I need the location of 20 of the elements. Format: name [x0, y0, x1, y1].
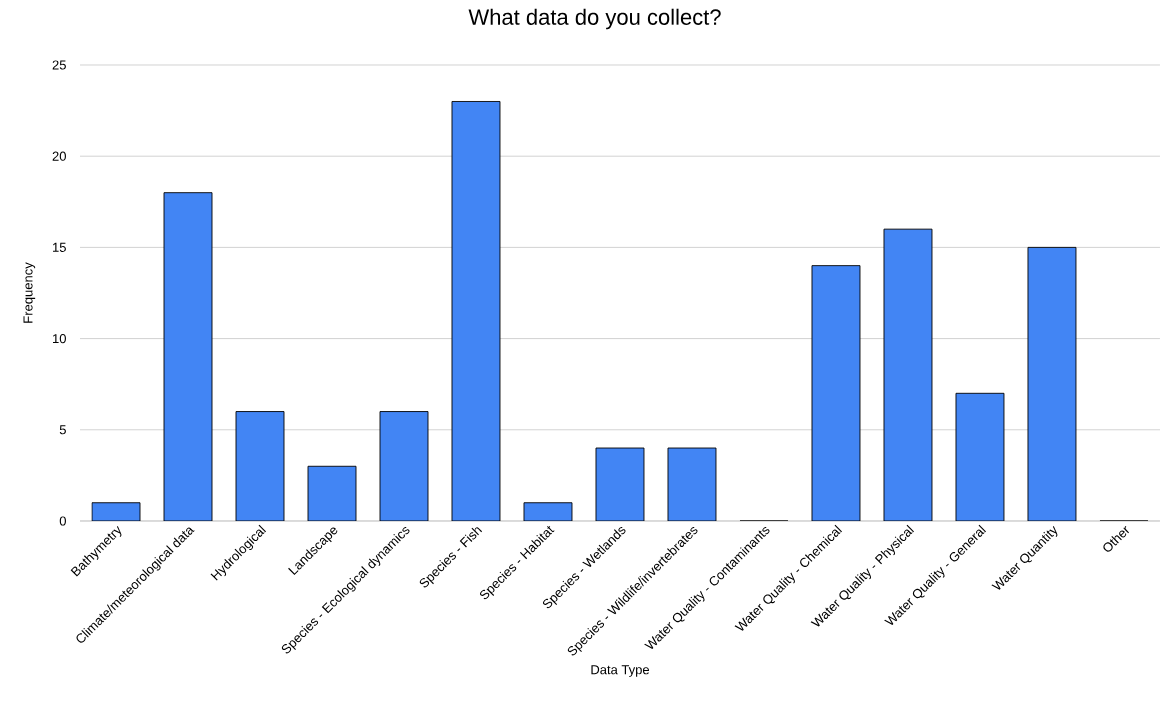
y-tick-label: 10: [53, 333, 66, 344]
y-tick-label: 5: [59, 425, 66, 435]
y-tick-label: 15: [53, 242, 66, 252]
bar: [451, 101, 501, 521]
bar: [667, 447, 717, 521]
bar: [595, 447, 645, 521]
y-axis-title: Frequency: [23, 262, 36, 323]
bar: [811, 265, 861, 521]
y-tick-label: 20: [52, 151, 66, 161]
bar: [307, 465, 357, 521]
bar: [1027, 246, 1077, 521]
y-tick-label: 25: [52, 60, 66, 70]
x-axis-title: Data Type: [591, 665, 650, 677]
bar: [163, 192, 213, 521]
y-tick-label: 0: [59, 516, 66, 526]
bar: [235, 411, 285, 521]
chart-title: What data do you collect?: [468, 8, 721, 30]
bar: [883, 228, 933, 521]
bar: [955, 392, 1005, 521]
bar: [379, 411, 429, 521]
